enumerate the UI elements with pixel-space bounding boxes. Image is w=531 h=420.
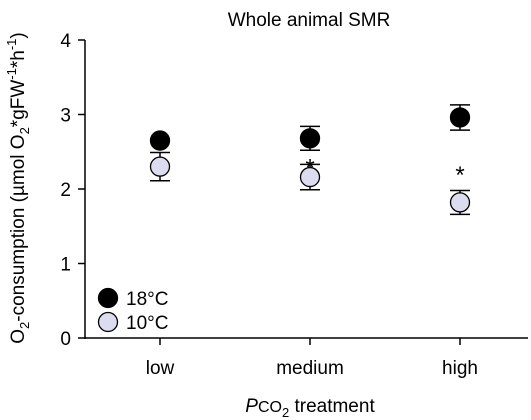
- y-label-o2-sub: 2: [17, 127, 32, 134]
- data-point: [299, 128, 321, 149]
- x-tick-label: low: [146, 358, 175, 379]
- data-point: [449, 192, 471, 213]
- y-tick-label: 0: [60, 329, 71, 350]
- data-marks: [149, 104, 471, 216]
- data-point: [149, 156, 171, 177]
- x-label-text: treatment: [289, 396, 375, 417]
- y-tick-label: 1: [60, 255, 71, 276]
- x-ticks: low medium high: [146, 338, 478, 379]
- y-label-text-3: *h: [8, 50, 29, 68]
- legend-marker: [97, 311, 119, 333]
- legend: 18°C 10°C: [97, 287, 168, 334]
- legend-marker: [97, 287, 119, 309]
- y-axis-label: O2-consumption (µmol O2*gFW-1*h-1): [4, 32, 32, 343]
- y-tick-label: 3: [60, 106, 71, 127]
- y-label-sup-1: -1: [4, 68, 19, 80]
- data-point: [299, 166, 321, 188]
- x-label-p: P: [245, 396, 258, 417]
- x-tick-label: high: [442, 358, 478, 379]
- chart-title: Whole animal SMR: [228, 10, 391, 31]
- y-ticks: 0 1 2 3 4: [60, 31, 85, 350]
- svg-text:O2-consumption (µmol O2*gFW-1*: O2-consumption (µmol O2*gFW-1*h-1): [4, 32, 32, 343]
- legend-item: 10°C: [97, 311, 168, 334]
- y-tick-label: 2: [60, 180, 71, 201]
- significance-marker: *: [455, 162, 464, 189]
- data-point: [449, 107, 471, 128]
- legend-item: 18°C: [97, 287, 168, 310]
- y-label-o: O: [8, 329, 29, 344]
- x-label-co: CO: [258, 399, 282, 416]
- annotations: * *: [305, 154, 464, 188]
- y-label-text-4: ): [8, 32, 29, 38]
- data-point: [149, 130, 171, 151]
- y-label-text-2: *gFW: [8, 80, 29, 128]
- y-label-text-1: -consumption (µmol O: [8, 134, 29, 321]
- y-label-sup-2: -1: [4, 39, 19, 51]
- y-label-o-sub: 2: [17, 322, 32, 329]
- x-label-sub: 2: [282, 405, 289, 420]
- significance-marker: *: [305, 154, 314, 181]
- x-tick-label: medium: [276, 358, 344, 379]
- y-tick-label: 4: [60, 31, 71, 52]
- x-axis-label: PCO2 treatment: [245, 396, 375, 420]
- legend-label: 10°C: [126, 313, 168, 334]
- legend-label: 18°C: [126, 289, 168, 310]
